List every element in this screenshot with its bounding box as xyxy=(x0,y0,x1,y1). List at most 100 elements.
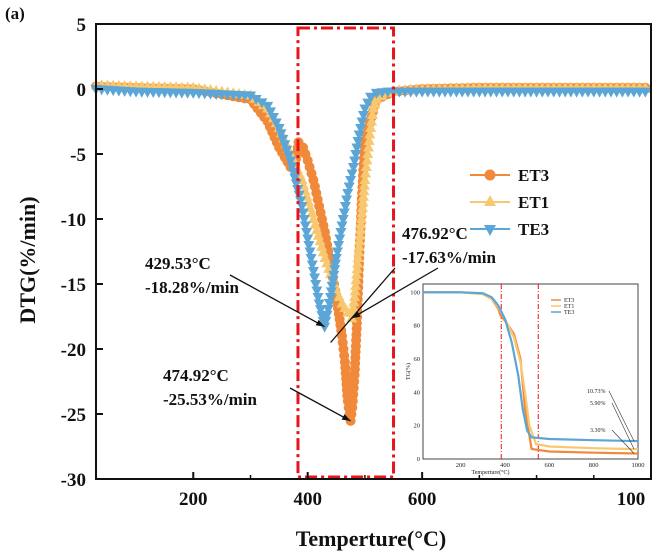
data-point xyxy=(321,310,333,321)
data-point xyxy=(343,182,355,193)
data-point xyxy=(303,241,315,251)
data-point xyxy=(349,291,361,301)
data-point xyxy=(244,91,256,102)
data-point xyxy=(353,130,365,141)
data-point xyxy=(346,169,358,180)
data-point xyxy=(285,156,297,167)
data-point xyxy=(316,240,328,251)
data-point xyxy=(363,135,375,145)
y-tick-label: -25 xyxy=(61,405,86,426)
data-point xyxy=(325,293,337,303)
data-point xyxy=(355,213,367,223)
data-point xyxy=(361,154,373,165)
data-point xyxy=(295,196,307,207)
data-point xyxy=(350,279,362,290)
data-point xyxy=(338,208,350,219)
data-point xyxy=(352,257,364,268)
inset-residue-label: 5.90% xyxy=(590,401,606,407)
inset-x-title: Temperture(°C) xyxy=(472,469,510,476)
data-point xyxy=(358,185,370,196)
inset-y-tick-label: 80 xyxy=(414,323,421,330)
legend-marker xyxy=(484,169,496,181)
y-tick-label: 5 xyxy=(77,15,87,36)
data-point xyxy=(267,112,279,123)
data-point xyxy=(355,218,367,229)
data-point xyxy=(349,285,361,296)
y-tick-label: -20 xyxy=(61,340,86,361)
legend-item-te3: TE3 xyxy=(470,220,549,239)
data-point xyxy=(265,107,277,118)
inset-y-title: TG(%) xyxy=(405,363,412,380)
data-point xyxy=(348,296,360,307)
data-point xyxy=(360,161,372,171)
data-point xyxy=(296,202,308,212)
data-point xyxy=(275,129,287,140)
data-point xyxy=(354,235,366,246)
x-tick-label: 100 xyxy=(617,489,646,510)
x-tick-label: 400 xyxy=(293,489,322,510)
data-point xyxy=(350,274,362,285)
data-point xyxy=(356,207,368,218)
inset-residue-pointer xyxy=(611,402,635,450)
inset-residue-label: 10.73% xyxy=(587,389,606,395)
inset-x-tick-label: 600 xyxy=(544,462,554,469)
data-point xyxy=(351,143,363,154)
data-point xyxy=(356,201,368,212)
inset-y-tick-label: 40 xyxy=(414,389,421,396)
inset-chart: 0 20 40 60 80 100 200 400 600 800 1000 Temperture(°… xyxy=(405,283,645,476)
data-point xyxy=(302,234,314,245)
data-point xyxy=(334,234,346,245)
data-point xyxy=(357,111,369,121)
data-point xyxy=(326,281,338,292)
data-point xyxy=(298,215,310,225)
inset-x-tick-label: 1000 xyxy=(632,462,645,469)
data-point xyxy=(283,151,295,162)
data-point xyxy=(312,229,324,240)
panel-label: (a) xyxy=(5,4,25,23)
annotation-text: -25.53%/min xyxy=(163,390,258,409)
data-point xyxy=(330,254,342,264)
data-point xyxy=(365,92,377,103)
data-point xyxy=(315,305,327,316)
annotation-arrow-extra xyxy=(330,267,396,343)
inset-residue-label: 3.30% xyxy=(590,428,606,434)
data-point xyxy=(357,190,369,201)
data-point xyxy=(329,265,341,276)
legend-item-et3: ET3 xyxy=(470,166,549,185)
data-point xyxy=(362,148,374,158)
inset-series-te3 xyxy=(423,291,639,443)
data-point xyxy=(367,109,379,119)
data-point xyxy=(328,270,340,281)
inset-legend-label: TE3 xyxy=(564,310,574,316)
data-point xyxy=(359,174,371,184)
data-point xyxy=(273,124,285,134)
data-point xyxy=(289,173,301,184)
data-point xyxy=(347,163,359,173)
data-point xyxy=(281,145,293,156)
data-point xyxy=(355,124,367,134)
data-point xyxy=(342,189,354,199)
y-tick-label: -30 xyxy=(61,470,86,491)
data-point xyxy=(341,195,353,206)
data-point xyxy=(339,202,351,212)
inset-y-tick-label: 100 xyxy=(410,289,420,296)
data-point xyxy=(305,254,317,264)
data-point xyxy=(310,280,322,290)
data-point xyxy=(286,162,298,173)
data-point xyxy=(323,298,335,309)
data-point xyxy=(365,122,377,132)
data-point xyxy=(256,98,268,109)
annotation-text: 474.92°C xyxy=(163,366,229,385)
data-point xyxy=(351,263,363,274)
data-point xyxy=(270,118,282,129)
inset-legend-label: ET1 xyxy=(564,304,574,310)
y-tick-label: -15 xyxy=(61,275,86,296)
data-point xyxy=(335,228,347,238)
data-point xyxy=(353,240,365,251)
data-point xyxy=(360,167,372,178)
data-point xyxy=(362,141,374,152)
legend-label: ET1 xyxy=(518,193,549,212)
data-point xyxy=(357,196,369,207)
data-point xyxy=(352,137,364,147)
